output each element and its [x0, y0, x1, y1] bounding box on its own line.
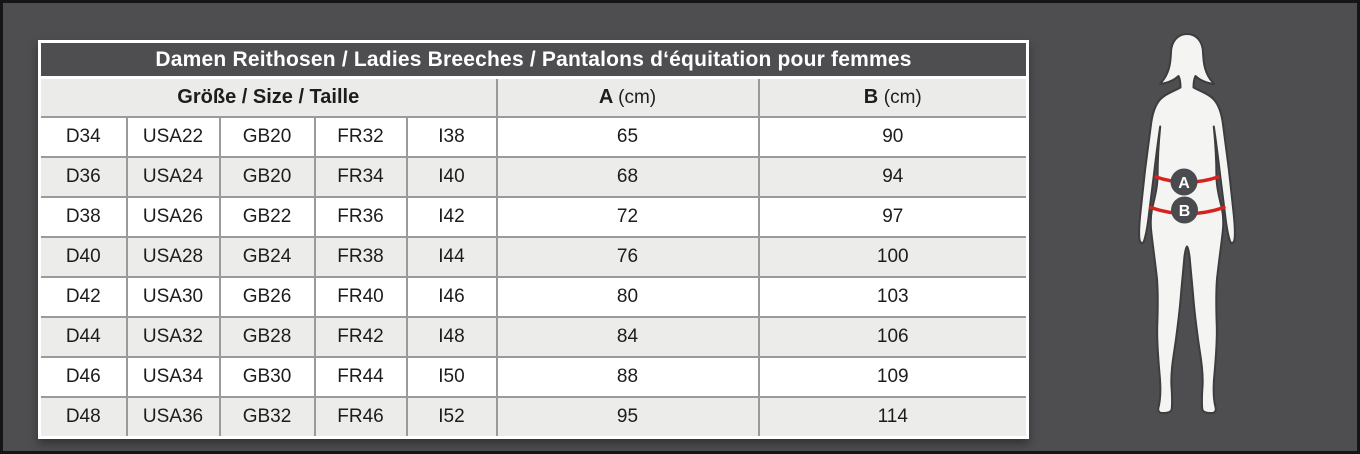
cell-size-gb: GB20: [218, 116, 316, 158]
cell-measurement-b: 114: [757, 396, 1029, 439]
cell-size-i: I40: [405, 156, 498, 198]
marker-b-label: B: [1179, 203, 1191, 220]
cell-size-gb: GB26: [218, 276, 316, 318]
cell-measurement-a: 95: [495, 396, 760, 439]
cell-size-i: I42: [405, 196, 498, 238]
table-title-row: Damen Reithosen / Ladies Breeches / Pant…: [39, 41, 1028, 79]
measurement-b-unit: (cm): [883, 87, 922, 108]
cell-measurement-a: 76: [495, 236, 760, 278]
cell-size-fr: FR44: [313, 356, 408, 398]
cell-size-i: I46: [405, 276, 498, 318]
cell-measurement-a: 72: [495, 196, 760, 238]
measurement-figure: A B: [1126, 29, 1250, 427]
cell-size-gb: GB30: [218, 356, 316, 398]
cell-size-d: D40: [38, 236, 128, 278]
marker-b-circle: [1171, 196, 1198, 224]
cell-size-i: I48: [405, 316, 498, 358]
cell-size-usa: USA28: [125, 236, 221, 278]
measurement-a-header: A (cm): [495, 76, 760, 118]
cell-measurement-a: 80: [495, 276, 760, 318]
cell-size-usa: USA32: [125, 316, 221, 358]
cell-size-i: I44: [405, 236, 498, 278]
cell-measurement-a: 68: [495, 156, 760, 198]
cell-size-usa: USA34: [125, 356, 221, 398]
cell-size-d: D48: [38, 396, 128, 439]
marker-a-label: A: [1178, 175, 1190, 192]
table-row: D42 USA30 GB26 FR40 I46 80 103: [38, 276, 1029, 318]
cell-size-fr: FR32: [313, 116, 408, 158]
cell-size-fr: FR38: [313, 236, 408, 278]
cell-size-gb: GB24: [218, 236, 316, 278]
table-row: D46 USA34 GB30 FR44 I50 88 109: [38, 356, 1029, 398]
cell-measurement-b: 103: [757, 276, 1029, 318]
cell-size-gb: GB20: [218, 156, 316, 198]
cell-size-gb: GB22: [218, 196, 316, 238]
cell-measurement-a: 88: [495, 356, 760, 398]
cell-measurement-b: 100: [757, 236, 1029, 278]
cell-size-fr: FR36: [313, 196, 408, 238]
cell-measurement-b: 109: [757, 356, 1029, 398]
table-header-row: Größe / Size / Taille A (cm) B (cm): [38, 76, 1029, 118]
page-title: Damen Reithosen / Ladies Breeches / Pant…: [39, 41, 1028, 79]
cell-size-d: D36: [38, 156, 128, 198]
cell-size-usa: USA22: [125, 116, 221, 158]
cell-measurement-b: 90: [757, 116, 1029, 158]
cell-size-usa: USA26: [125, 196, 221, 238]
marker-a-circle: [1170, 168, 1198, 196]
cell-measurement-b: 106: [757, 316, 1029, 358]
cell-size-usa: USA36: [125, 396, 221, 439]
cell-size-d: D44: [38, 316, 128, 358]
cell-size-d: D42: [38, 276, 128, 318]
table-row: D48 USA36 GB32 FR46 I52 95 114: [38, 396, 1029, 439]
size-rows: D34 USA22 GB20 FR32 I38 65 90 D36 USA24 …: [38, 116, 1029, 439]
measurement-b-header: B (cm): [757, 76, 1029, 118]
table-row: D44 USA32 GB28 FR42 I48 84 106: [38, 316, 1029, 358]
woman-silhouette-diagram: A B: [1138, 33, 1236, 414]
cell-size-i: I52: [405, 396, 498, 439]
table-row: D34 USA22 GB20 FR32 I38 65 90: [38, 116, 1029, 158]
table-row: D38 USA26 GB22 FR36 I42 72 97: [38, 196, 1029, 238]
cell-size-d: D38: [38, 196, 128, 238]
measurement-a-unit: (cm): [618, 87, 657, 108]
cell-measurement-b: 97: [757, 196, 1029, 238]
measurement-b-letter: B: [863, 86, 879, 108]
table-row: D40 USA28 GB24 FR38 I44 76 100: [38, 236, 1029, 278]
cell-measurement-a: 84: [495, 316, 760, 358]
cell-size-fr: FR34: [313, 156, 408, 198]
size-column-header: Größe / Size / Taille: [38, 76, 498, 118]
cell-size-fr: FR42: [313, 316, 408, 358]
cell-size-gb: GB28: [218, 316, 316, 358]
cell-size-d: D46: [38, 356, 128, 398]
cell-size-usa: USA24: [125, 156, 221, 198]
woman-silhouette: [1138, 33, 1236, 414]
cell-size-gb: GB32: [218, 396, 316, 439]
cell-size-usa: USA30: [125, 276, 221, 318]
cell-size-i: I38: [405, 116, 498, 158]
cell-measurement-a: 65: [495, 116, 760, 158]
table-row: D36 USA24 GB20 FR34 I40 68 94: [38, 156, 1029, 198]
size-table: Damen Reithosen / Ladies Breeches / Pant…: [38, 40, 1030, 439]
cell-size-fr: FR46: [313, 396, 408, 439]
measurement-a-letter: A: [598, 86, 613, 108]
cell-size-fr: FR40: [313, 276, 408, 318]
cell-size-i: I50: [405, 356, 498, 398]
cell-size-d: D34: [38, 116, 128, 158]
cell-measurement-b: 94: [757, 156, 1029, 198]
